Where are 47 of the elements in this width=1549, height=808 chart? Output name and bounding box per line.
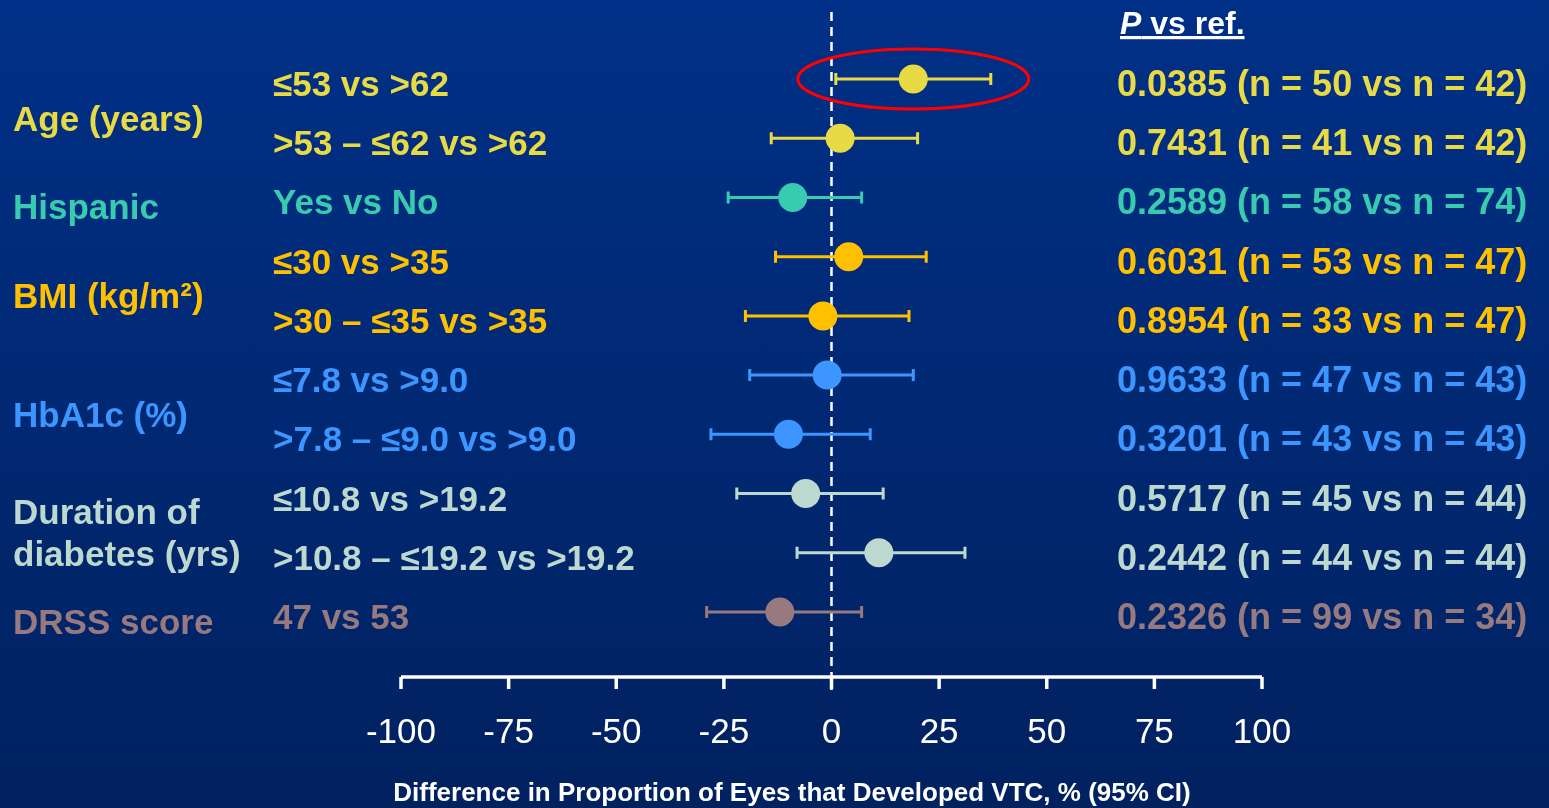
annotation: 0.2442 (n = 44 vs n = 44) <box>1117 536 1528 578</box>
text: Duration of diabetes (yrs) <box>13 492 241 574</box>
y-tick-label: >30 – ≤35 vs >35 <box>273 300 548 340</box>
point <box>834 242 864 272</box>
y-tick-label: ≤30 vs >35 <box>273 241 449 281</box>
x-tick-label: 75 <box>1134 711 1174 750</box>
x-tick-label: -50 <box>590 711 642 750</box>
x-tick-label: -25 <box>698 711 750 750</box>
annotation: 0.5717 (n = 45 vs n = 44) <box>1117 477 1528 519</box>
x-tick-label: 25 <box>919 711 959 750</box>
y-tick-label: 47 vs 53 <box>273 597 410 636</box>
annotation: 0.3201 (n = 43 vs n = 43) <box>1117 418 1528 460</box>
x-tick-label: 100 <box>1232 711 1292 750</box>
point <box>778 182 808 212</box>
point <box>808 301 838 331</box>
point <box>812 360 842 390</box>
point <box>791 479 821 509</box>
text: Hispanic <box>13 187 159 227</box>
text: BMI (kg/m²) <box>13 276 204 316</box>
x-tick-label: -100 <box>365 711 437 750</box>
point <box>773 419 803 449</box>
point <box>765 597 795 627</box>
annotation: 0.9633 (n = 47 vs n = 43) <box>1117 359 1528 401</box>
annotation: 0.2589 (n = 58 vs n = 74) <box>1117 181 1528 223</box>
annotation: 0.7431 (n = 41 vs n = 42) <box>1117 122 1528 164</box>
annotation: P vs ref. <box>1120 5 1245 41</box>
y-tick-label: >10.8 – ≤19.2 vs >19.2 <box>273 537 635 577</box>
annotation: 0.2326 (n = 99 vs n = 34) <box>1117 596 1528 637</box>
annotation: 0.0385 (n = 50 vs n = 42) <box>1117 63 1528 104</box>
point <box>825 123 855 153</box>
point <box>898 64 928 94</box>
annotation: 0.8954 (n = 33 vs n = 47) <box>1117 299 1528 341</box>
x-tick-label: 0 <box>821 711 842 750</box>
y-tick-label: Yes vs No <box>273 182 439 222</box>
x-axis-title: Difference in Proportion of Eyes that Developed VTC, % (95% CI) <box>393 777 1191 807</box>
y-tick-label: ≤53 vs >62 <box>273 64 449 103</box>
y-tick-label: ≤10.8 vs >19.2 <box>273 478 508 518</box>
y-tick-label: >7.8 – ≤9.0 vs >9.0 <box>273 419 577 459</box>
text: HbA1c (%) <box>13 394 189 434</box>
point <box>864 538 894 568</box>
x-tick-label: 50 <box>1027 711 1067 750</box>
text: DRSS score <box>13 602 214 641</box>
annotation: 0.6031 (n = 53 vs n = 47) <box>1117 240 1528 282</box>
y-tick-label: ≤7.8 vs >9.0 <box>273 360 469 400</box>
text: Age (years) <box>13 98 204 138</box>
x-tick-label: -75 <box>483 711 534 750</box>
y-tick-label: >53 – ≤62 vs >62 <box>273 123 548 163</box>
